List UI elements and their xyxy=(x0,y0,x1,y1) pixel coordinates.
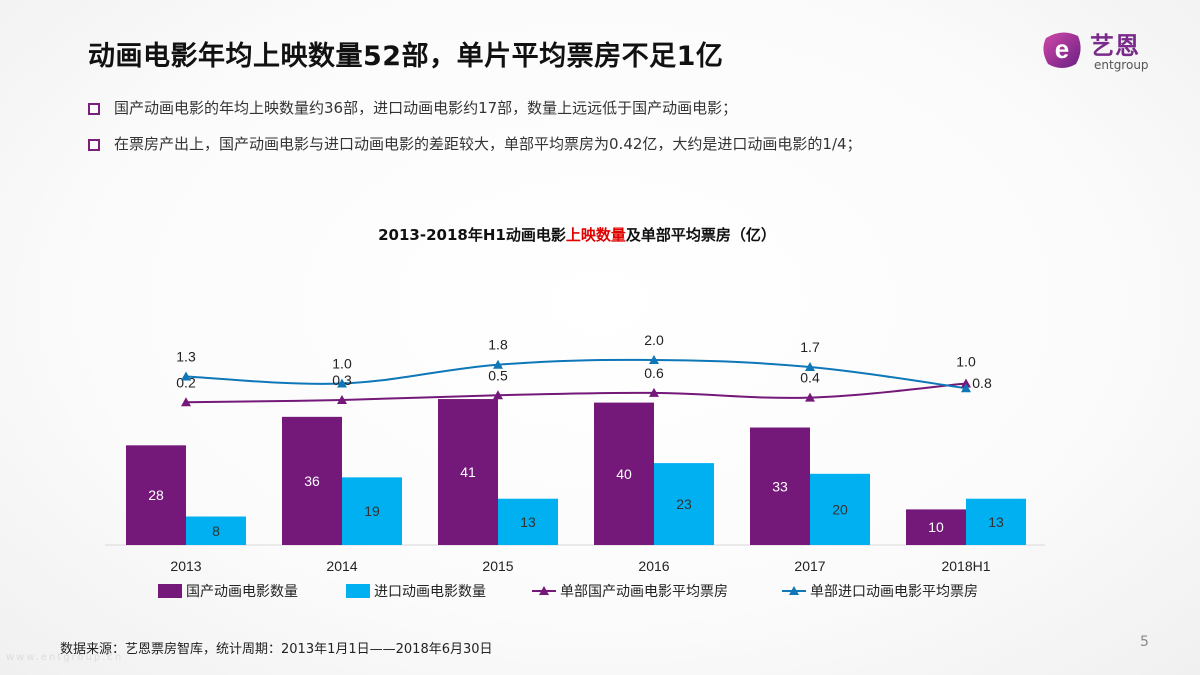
bar-label-imported-2016: 23 xyxy=(676,496,692,512)
bar-label-imported-2013: 8 xyxy=(212,523,220,539)
logo-cn-text: 艺恩 xyxy=(1090,32,1140,60)
bar-label-domestic-2018H1: 10 xyxy=(928,519,944,535)
bar-domestic-2014 xyxy=(282,416,342,545)
bar-domestic-2018H1 xyxy=(906,509,966,545)
line-label-imported-2014: 1.0 xyxy=(332,356,352,372)
combo-chart: 2013-2018年H1动画电影上映数量及单部平均票房（亿）2882013361… xyxy=(105,226,1045,600)
bar-label-domestic-2015: 41 xyxy=(460,464,476,480)
x-tick-2018H1: 2018H1 xyxy=(941,558,990,574)
marker-imported-2016 xyxy=(649,355,659,364)
bar-label-domestic-2016: 40 xyxy=(616,466,632,482)
legend-swatch-0 xyxy=(158,584,182,598)
bullet-text: 国产动画电影的年均上映数量约36部，进口动画电影约17部，数量上远远低于国产动画… xyxy=(114,99,738,117)
entgroup-logo: e 艺恩 entgroup xyxy=(1040,26,1170,78)
marker-imported-2014 xyxy=(337,378,347,388)
bar-label-domestic-2014: 36 xyxy=(304,473,320,489)
line-label-domestic-2018H1: 1.0 xyxy=(956,354,976,370)
marker-imported-2013 xyxy=(181,371,191,381)
bar-domestic-2017 xyxy=(750,427,810,545)
bullet-square-icon xyxy=(88,139,100,151)
logo-mark-letter: e xyxy=(1055,34,1069,64)
marker-domestic-2015 xyxy=(493,390,503,400)
marker-domestic-2017 xyxy=(805,392,815,402)
bar-imported-2018H1 xyxy=(966,498,1026,545)
bar-label-imported-2017: 20 xyxy=(832,501,848,517)
bullet-text: 在票房产出上，国产动画电影与进口动画电影的差距较大，单部平均票房为0.42亿，大… xyxy=(114,135,862,153)
bar-imported-2017 xyxy=(810,473,870,545)
bullet-square-icon xyxy=(88,103,100,115)
line-label-imported-2016: 2.0 xyxy=(644,332,664,348)
bar-domestic-2016 xyxy=(594,402,654,545)
line-label-imported-2017: 1.7 xyxy=(800,339,820,355)
data-source-footer: 数据来源：艺恩票房智库，统计周期：2013年1月1日——2018年6月30日 xyxy=(60,642,493,657)
watermark: www.entgroup.cn xyxy=(6,652,124,663)
marker-imported-2018H1 xyxy=(961,383,971,393)
bar-label-imported-2015: 13 xyxy=(520,514,536,530)
marker-imported-2015 xyxy=(493,359,503,369)
legend-label-0: 国产动画电影数量 xyxy=(186,584,298,600)
legend-marker-2 xyxy=(539,586,549,595)
bar-label-domestic-2017: 33 xyxy=(772,478,788,494)
bar-imported-2016 xyxy=(654,463,714,545)
line-label-domestic-2015: 0.5 xyxy=(488,367,508,383)
legend-label-2: 单部国产动画电影平均票房 xyxy=(560,584,728,600)
bar-domestic-2013 xyxy=(126,445,186,545)
bar-imported-2014 xyxy=(342,477,402,545)
line-label-imported-2013: 1.3 xyxy=(176,348,196,364)
legend-marker-3 xyxy=(789,586,799,595)
x-tick-2016: 2016 xyxy=(638,558,669,574)
x-tick-2014: 2014 xyxy=(326,558,357,574)
x-tick-2017: 2017 xyxy=(794,558,825,574)
page-title: 动画电影年均上映数量52部，单片平均票房不足1亿 xyxy=(88,41,724,72)
line-imported-avg xyxy=(185,358,967,390)
line-label-imported-2015: 1.8 xyxy=(488,337,508,353)
line-label-imported-2018H1: 0.8 xyxy=(972,375,992,391)
x-tick-2013: 2013 xyxy=(170,558,201,574)
marker-imported-2017 xyxy=(805,362,815,372)
page-number: 5 xyxy=(1140,634,1149,650)
line-label-domestic-2017: 0.4 xyxy=(800,370,820,386)
legend-swatch-1 xyxy=(346,584,370,598)
legend-label-1: 进口动画电影数量 xyxy=(374,584,486,600)
line-domestic-avg xyxy=(185,382,967,404)
chart-title: 2013-2018年H1动画电影上映数量及单部平均票房（亿） xyxy=(378,226,776,244)
bar-label-imported-2014: 19 xyxy=(364,503,380,519)
line-label-domestic-2016: 0.6 xyxy=(644,365,664,381)
logo-en-text: entgroup xyxy=(1094,58,1149,72)
x-tick-2015: 2015 xyxy=(482,558,513,574)
marker-domestic-2013 xyxy=(181,397,191,407)
bar-imported-2013 xyxy=(186,516,246,545)
marker-domestic-2014 xyxy=(337,394,347,404)
entgroup-logo-icon: e xyxy=(1043,32,1081,68)
marker-domestic-2016 xyxy=(649,387,659,397)
legend-label-3: 单部进口动画电影平均票房 xyxy=(810,584,978,600)
bar-imported-2015 xyxy=(498,498,558,545)
line-label-domestic-2013: 0.2 xyxy=(176,374,196,390)
marker-domestic-2018H1 xyxy=(961,378,971,388)
bar-domestic-2015 xyxy=(438,399,498,545)
bar-label-imported-2018H1: 13 xyxy=(988,514,1004,530)
bar-label-domestic-2013: 28 xyxy=(148,487,164,503)
